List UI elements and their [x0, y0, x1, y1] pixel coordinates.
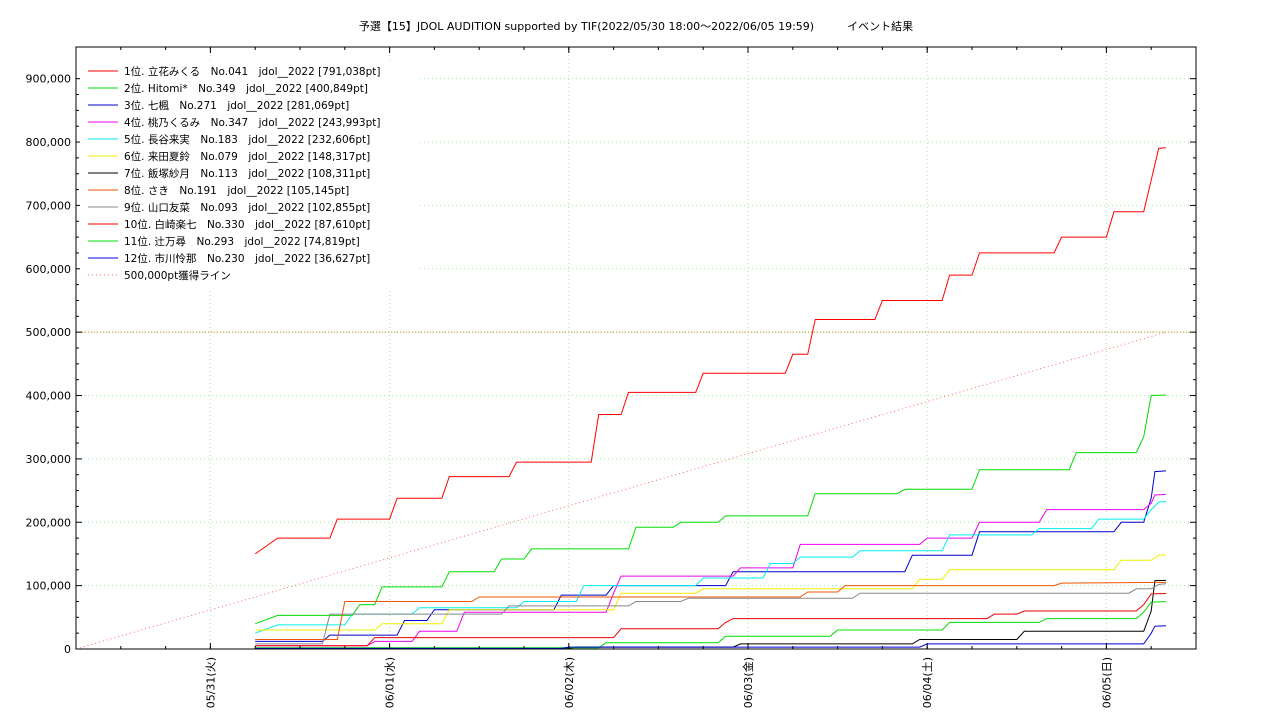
plot-frame [75, 46, 1197, 650]
legend-label: 6位. 来田夏鈴 No.079 jdol__2022 [148,317pt] [124, 150, 370, 163]
legend-label: 5位. 長谷来実 No.183 jdol__2022 [232,606pt] [124, 133, 370, 146]
x-tick-label: 06/04(土) [921, 657, 934, 708]
x-tick-label: 06/05(日) [1100, 657, 1113, 708]
series-line-2 [255, 394, 1167, 625]
legend-background [80, 60, 418, 288]
series-line-5 [255, 501, 1167, 634]
legend-label: 3位. 七楓 No.271 jdol__2022 [281,069pt] [124, 99, 349, 112]
chart-title: 予選【15】JDOL AUDITION supported by TIF(202… [359, 19, 913, 33]
reference-line-0 [75, 331, 1167, 650]
legend-label: 2位. Hitomi* No.349 jdol__2022 [400,849pt… [124, 82, 368, 95]
axes: 0 100,000 200,000 300,000 400,000 500,000 600,… [26, 47, 1197, 708]
legend-label: 1位. 立花みくる No.041 jdol__2022 [791,038pt] [124, 65, 381, 78]
series-line-10 [255, 593, 1167, 647]
x-tick-label: 06/03(金) [741, 657, 755, 708]
threshold-line [75, 331, 1196, 650]
legend-label: 8位. さき No.191 jdol__2022 [105,145pt] [124, 184, 349, 197]
series-line-3 [255, 470, 1167, 642]
series-line-8 [255, 581, 1167, 640]
y-tick-label: 500,000 [26, 326, 72, 339]
y-tick-label: 200,000 [26, 516, 72, 529]
y-tick-label: 900,000 [26, 73, 72, 86]
series-line-6 [255, 554, 1167, 631]
y-tick-label: 300,000 [26, 453, 72, 466]
series-lines [254, 147, 1167, 649]
legend-label: 10位. 白崎楽七 No.330 jdol__2022 [87,610pt] [124, 218, 370, 231]
y-tick-label: 700,000 [26, 199, 72, 212]
grid [76, 47, 1196, 650]
y-tick-label: 100,000 [26, 580, 72, 593]
y-tick-label: 0 [64, 643, 71, 656]
x-tick-label: 05/31(火) [204, 657, 217, 708]
legend-label: 7位. 飯塚紗月 No.113 jdol__2022 [108,311pt] [124, 167, 370, 180]
legend-label: 9位. 山口友菜 No.093 jdol__2022 [102,855pt] [124, 201, 370, 214]
series-line-9 [255, 583, 1167, 645]
y-tick-label: 400,000 [26, 390, 72, 403]
x-tick-label: 06/01(水) [384, 657, 397, 708]
x-tick-label: 06/02(木) [563, 657, 576, 708]
series-line-4 [255, 493, 1167, 647]
y-tick-label: 800,000 [26, 136, 72, 149]
legend-label: 11位. 辻万尋 No.293 jdol__2022 [74,819pt] [124, 235, 360, 248]
legend: 1位. 立花みくる No.041 jdol__2022 [791,038pt] 2… [80, 60, 418, 288]
series-line-11 [255, 601, 1167, 649]
legend-label: 12位. 市川怜那 No.230 jdol__2022 [36,627pt] [124, 252, 370, 265]
series-line-1 [254, 147, 1167, 555]
y-tick-label: 600,000 [26, 263, 72, 276]
legend-label: 500,000pt獲得ライン [124, 269, 231, 282]
legend-label: 4位. 桃乃くるみ No.347 jdol__2022 [243,993pt] [124, 116, 381, 129]
